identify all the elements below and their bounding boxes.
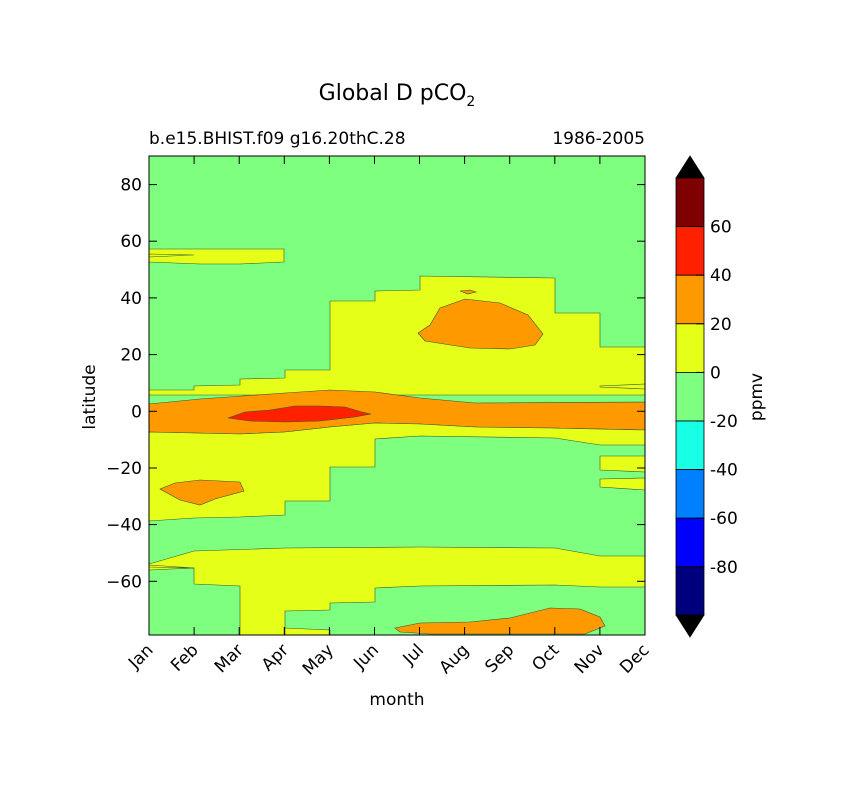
y-tick-label: −20 <box>106 459 142 479</box>
colorbar-tick-label: -20 <box>710 412 738 432</box>
x-tick-label: Feb <box>167 640 202 675</box>
colorbar-tick-label: 20 <box>710 315 732 335</box>
colorbar-tick-label: -60 <box>710 509 738 529</box>
colorbar-tick-label: -40 <box>710 461 738 481</box>
colorbar-segment <box>675 323 705 373</box>
contour-core-equatorial <box>227 405 372 423</box>
contour-patch-southern-ocean <box>394 607 606 635</box>
x-tick-label: Aug <box>436 640 474 678</box>
colorbar <box>675 155 705 638</box>
y-tick-labels: 80 60 40 20 0 −20 −40 −60 <box>106 176 142 593</box>
colorbar-tick-label: 60 <box>710 218 732 238</box>
colorbar-tick-label: -80 <box>710 558 738 578</box>
contour-sliver-south-east-1 <box>599 455 645 473</box>
y-axis-label: latitude <box>80 364 100 429</box>
x-tick-labels: Jan Feb Mar Apr May Jun Jul Aug Sep Oct … <box>124 640 653 679</box>
colorbar-extend-low <box>675 614 705 638</box>
colorbar-label: ppmv <box>747 373 767 421</box>
contour-band-south-high <box>149 546 645 635</box>
colorbar-tick-label: 0 <box>710 363 721 383</box>
contour-patch-north-aug-sep <box>417 298 544 350</box>
plot-area <box>149 156 645 635</box>
x-tick-label: May <box>299 640 338 679</box>
y-tick-label: −60 <box>106 572 142 592</box>
contour-patch-south-feb <box>159 479 245 506</box>
x-ticks <box>148 156 646 635</box>
y-tick-label: −40 <box>106 516 142 536</box>
x-tick-label: Apr <box>258 640 293 675</box>
contour-band-north-high <box>149 248 285 265</box>
x-tick-label: Nov <box>571 640 609 678</box>
colorbar-segment <box>675 420 705 470</box>
x-tick-label: Mar <box>211 640 248 677</box>
colorbar-segment <box>675 274 705 325</box>
contour-dot-north <box>459 289 478 295</box>
x-tick-label: Oct <box>528 640 563 675</box>
contour-sliver-south-high <box>149 564 195 569</box>
x-axis-label: month <box>369 690 424 710</box>
contour-sliver-south-east-2 <box>599 477 645 491</box>
x-tick-label: Dec <box>616 640 653 677</box>
colorbar-tick-label: 40 <box>710 266 732 286</box>
plot-frame <box>148 155 646 636</box>
colorbar-segment <box>675 469 705 519</box>
colorbar-segment <box>675 371 705 422</box>
colorbar-extend-high <box>675 155 705 179</box>
colorbar-segment <box>675 226 705 276</box>
x-tick-label: Sep <box>481 640 518 677</box>
colorbar-segment <box>675 177 705 227</box>
contour-sliver-south-bottom <box>284 627 331 635</box>
colorbar-segment <box>675 566 705 616</box>
y-tick-label: 80 <box>120 176 142 196</box>
contour-sliver-north <box>149 253 195 258</box>
y-tick-label: 40 <box>120 289 142 309</box>
colorbar-segment <box>675 517 705 568</box>
x-tick-label: Jul <box>399 640 428 669</box>
chart-subtitle-right: 1986-2005 <box>552 129 645 149</box>
colorbar-ticks <box>696 226 704 568</box>
contour-band-north-subtropics <box>149 275 645 396</box>
x-tick-label: Jun <box>349 640 383 674</box>
y-tick-label: 60 <box>120 232 142 252</box>
y-ticks <box>149 184 645 582</box>
y-tick-label: 0 <box>131 402 142 422</box>
chart-title: Global D pCO2 <box>319 81 476 110</box>
chart-subtitle-left: b.e15.BHIST.f09 g16.20thC.28 <box>149 129 406 149</box>
y-tick-label: 20 <box>120 346 142 366</box>
x-tick-label: Jan <box>124 640 157 673</box>
colorbar-tick-labels: 60 40 20 0 -20 -40 -60 -80 <box>710 218 738 578</box>
contour-sliver-east <box>599 383 645 390</box>
contour-band-south-subtropics <box>149 422 645 522</box>
